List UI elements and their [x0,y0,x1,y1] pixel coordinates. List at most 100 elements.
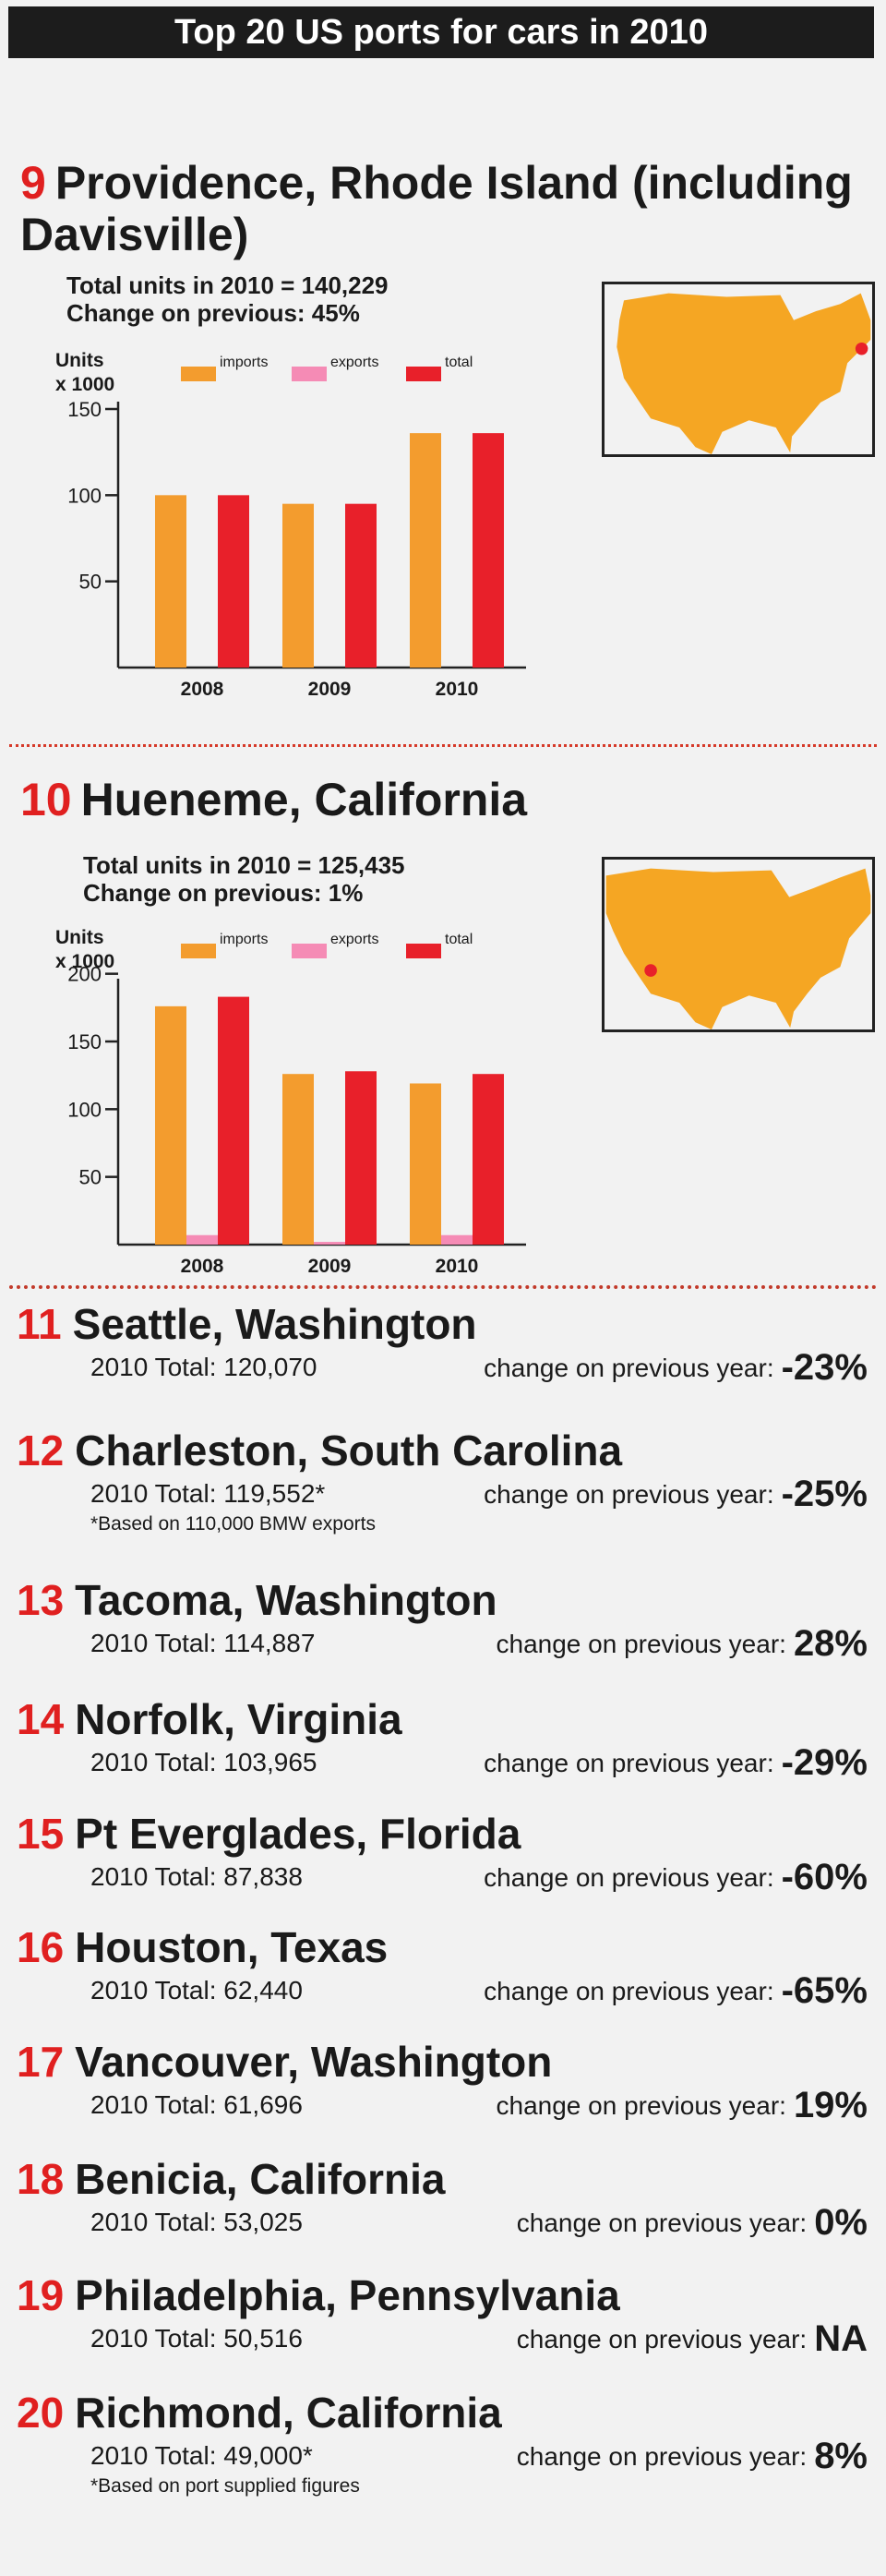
port-change: change on previous year: 28% [497,1624,868,1664]
y-axis-unit: x 1000 [55,374,114,395]
port-entry: 12 Charleston, South Carolina 2010 Total: … [17,1426,868,1535]
port-change-value: -25% [781,1474,868,1514]
port-stats-line: 2010 Total: 50,516 change on previous yea… [17,2319,868,2358]
port-change: change on previous year: 19% [497,2086,868,2125]
legend-swatch-total [406,944,441,958]
port-name-heading: 15 Pt Everglades, Florida [17,1810,868,1858]
port-entry: 15 Pt Everglades, Florida 2010 Total: 87,8… [17,1810,868,1896]
port-rank: 20 [17,2389,65,2437]
port-name: Vancouver, Washington [75,2038,553,2086]
port-rank: 12 [17,1426,65,1475]
port-change: change on previous year: -23% [484,1348,868,1388]
port-stats-line: 2010 Total: 49,000* change on previous ye… [17,2437,868,2475]
port-change-label: change on previous year: [496,2091,786,2120]
port-change-value: 0% [814,2202,868,2243]
legend-label-exports: exports [330,355,378,370]
legend-swatch-total [406,367,441,381]
port-name: Charleston, South Carolina [75,1426,623,1475]
port-entry: 19 Philadelphia, Pennsylvania 2010 Total: … [17,2271,868,2358]
port-total: 2010 Total: 87,838 [90,1862,303,1891]
port-entry: 16 Houston, Texas 2010 Total: 62,440 change… [17,1923,868,2010]
port-change-value: -23% [781,1347,868,1388]
port-9-name-line1: Providence, Rhode Island (including [54,157,853,209]
x-tick-label: 2009 [308,1256,352,1277]
port-9-title: 9 Providence, Rhode Island (including Dav… [20,157,853,260]
bar-total-2010 [473,1074,504,1245]
port-name: Pt Everglades, Florida [75,1810,521,1858]
port-change-label: change on previous year: [516,2325,808,2353]
bar-imports-2009 [282,1074,314,1245]
us-map-icon [617,293,871,454]
port-name-heading: 14 Norfolk, Virginia [17,1695,868,1743]
port-rank: 11 [17,1300,62,1348]
port-9-name-line2: Davisville) [20,209,249,260]
legend-swatch-imports [181,367,216,381]
port-9-map [602,282,875,457]
port-change-value: -60% [781,1857,868,1897]
port-total: 2010 Total: 53,025 [90,2208,303,2236]
port-change-label: change on previous year: [484,1480,774,1509]
port-name: Richmond, California [75,2389,502,2437]
port-total: 2010 Total: 50,516 [90,2324,303,2353]
port-total: 2010 Total: 103,965 [90,1748,317,1776]
port-entry: 11 Seattle, Washington 2010 Total: 120,070… [17,1300,868,1387]
port-change-value: -65% [781,1970,868,2011]
port-change-label: change on previous year: [484,1977,774,2005]
port-name: Norfolk, Virginia [75,1695,402,1743]
port-total: 2010 Total: 61,696 [90,2090,303,2119]
bar-total-2008 [218,996,249,1245]
bar-imports-2008 [155,1005,186,1245]
port-total: 2010 Total: 119,552* [90,1479,326,1508]
port-entry: 20 Richmond, California 2010 Total: 49,000… [17,2389,868,2498]
port-change-label: change on previous year: [496,1630,786,1658]
bar-total-2008 [218,495,249,668]
y-tick-label: 50 [79,1166,102,1189]
port-entry: 18 Benicia, California 2010 Total: 53,025 c… [17,2155,868,2242]
port-total: 2010 Total: 114,887 [90,1629,316,1657]
divider [9,1285,877,1289]
y-axis-label: Units [55,927,104,948]
port-10-name: Hueneme, California [80,774,528,825]
port-rank: 15 [17,1810,65,1858]
port-10-rank: 10 [20,774,72,825]
port-change: change on previous year: -25% [484,1475,868,1514]
port-name: Houston, Texas [75,1923,389,1971]
port-name-heading: 13 Tacoma, Washington [17,1576,868,1624]
divider [9,744,877,747]
port-stats-line: 2010 Total: 62,440 change on previous yea… [17,1971,868,2010]
port-change-value: -29% [781,1742,868,1783]
legend-label-imports: imports [220,355,268,370]
port-name-heading: 17 Vancouver, Washington [17,2038,868,2086]
port-total: 2010 Total: 62,440 [90,1976,303,2004]
port-rank: 16 [17,1923,65,1971]
x-tick-label: 2008 [181,679,224,700]
bar-imports-2009 [282,503,314,668]
port-stats-line: 2010 Total: 61,696 change on previous yea… [17,2086,868,2125]
y-axis-unit: x 1000 [55,951,114,972]
x-tick-label: 2009 [308,679,352,700]
legend-swatch-exports [292,367,327,381]
port-rank: 14 [17,1695,65,1743]
port-stats-line: 2010 Total: 119,552* change on previous y… [17,1475,868,1513]
port-name-heading: 12 Charleston, South Carolina [17,1426,868,1475]
port-change-value: NA [814,2318,868,2359]
port-9-change: Change on previous: 45% [66,299,360,327]
port-change: change on previous year: -65% [484,1971,868,2011]
port-9-total: Total units in 2010 = 140,229 [66,271,389,299]
port-change: change on previous year: -60% [484,1858,868,1897]
port-name-heading: 18 Benicia, California [17,2155,868,2203]
bar-total-2010 [473,433,504,668]
bar-imports-2010 [410,433,441,668]
port-rank: 13 [17,1576,65,1624]
port-entry: 14 Norfolk, Virginia 2010 Total: 103,965 ch… [17,1695,868,1782]
port-10-map [602,857,875,1032]
port-stats-line: 2010 Total: 53,025 change on previous yea… [17,2203,868,2242]
port-change-value: 19% [793,2085,868,2125]
y-tick-label: 100 [67,1098,102,1121]
y-tick-label: 100 [67,484,102,507]
port-name-heading: 20 Richmond, California [17,2389,868,2437]
port-stats-line: 2010 Total: 87,838 change on previous yea… [17,1858,868,1896]
y-axis-label: Units [55,350,104,371]
port-name-heading: 19 Philadelphia, Pennsylvania [17,2271,868,2319]
y-tick-label: 50 [79,571,102,594]
